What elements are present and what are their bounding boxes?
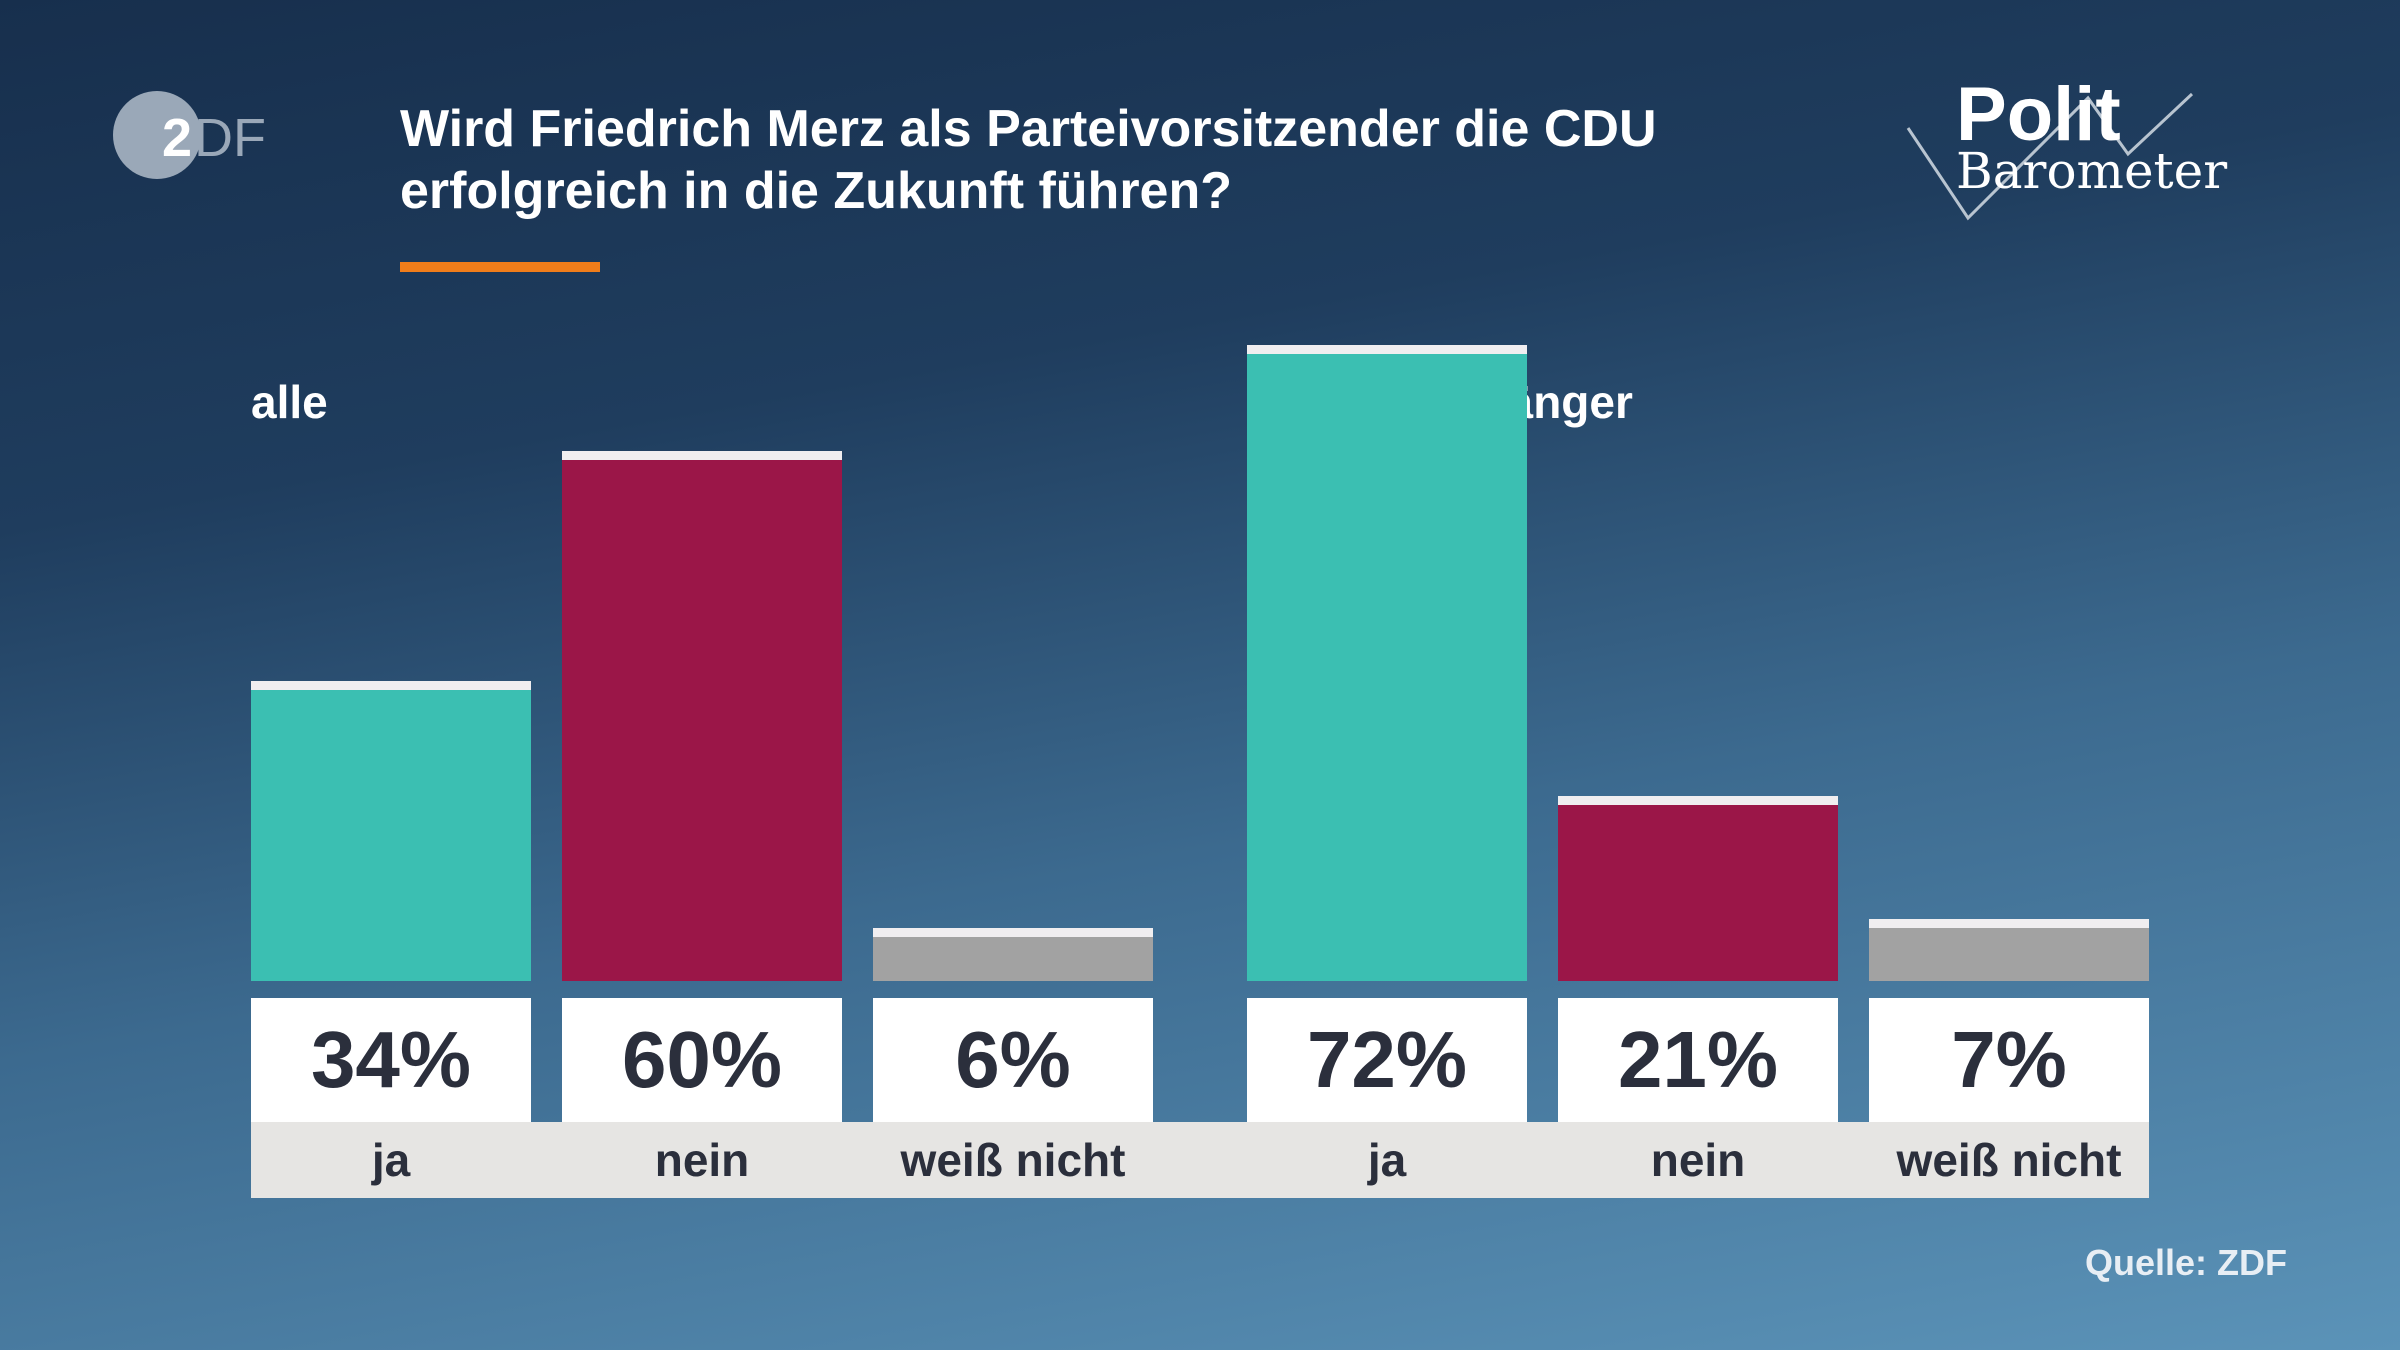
category-label: ja	[1367, 1134, 1407, 1186]
category-label: nein	[654, 1134, 750, 1186]
bar-ja	[251, 680, 531, 981]
svg-text:Polit: Polit	[1956, 72, 2121, 157]
value-label: 21%	[1558, 998, 1838, 1122]
title-accent-line	[400, 262, 600, 272]
value-label: 7%	[1869, 998, 2149, 1122]
svg-text:DF: DF	[194, 108, 266, 168]
category-label: weiß nicht	[900, 1134, 1126, 1186]
bar-nein	[562, 451, 842, 981]
value-label: 60%	[562, 998, 842, 1122]
source-label: Quelle: ZDF	[2084, 1242, 2287, 1283]
category-strip	[251, 1122, 2149, 1198]
svg-text:Barometer: Barometer	[1956, 142, 2227, 200]
bar-weiss_nicht	[1869, 919, 2149, 981]
politbarometer-logo: Polit Barometer	[1906, 72, 2227, 221]
value-label: 34%	[251, 998, 531, 1122]
value-label: 72%	[1247, 998, 1527, 1122]
bar-nein	[1558, 795, 1838, 981]
category-label: weiß nicht	[1896, 1134, 2122, 1186]
category-label: ja	[371, 1134, 411, 1186]
bar-ja	[1247, 345, 1527, 981]
chart-title: Wird Friedrich Merz als Parteivorsitzend…	[400, 100, 1657, 220]
svg-text:2: 2	[162, 108, 192, 168]
zdf-logo: 2 DF	[113, 91, 266, 179]
group-label: alle	[251, 376, 328, 428]
value-label: 6%	[873, 998, 1153, 1122]
bar-weiss_nicht	[873, 928, 1153, 981]
category-label: nein	[1650, 1134, 1746, 1186]
